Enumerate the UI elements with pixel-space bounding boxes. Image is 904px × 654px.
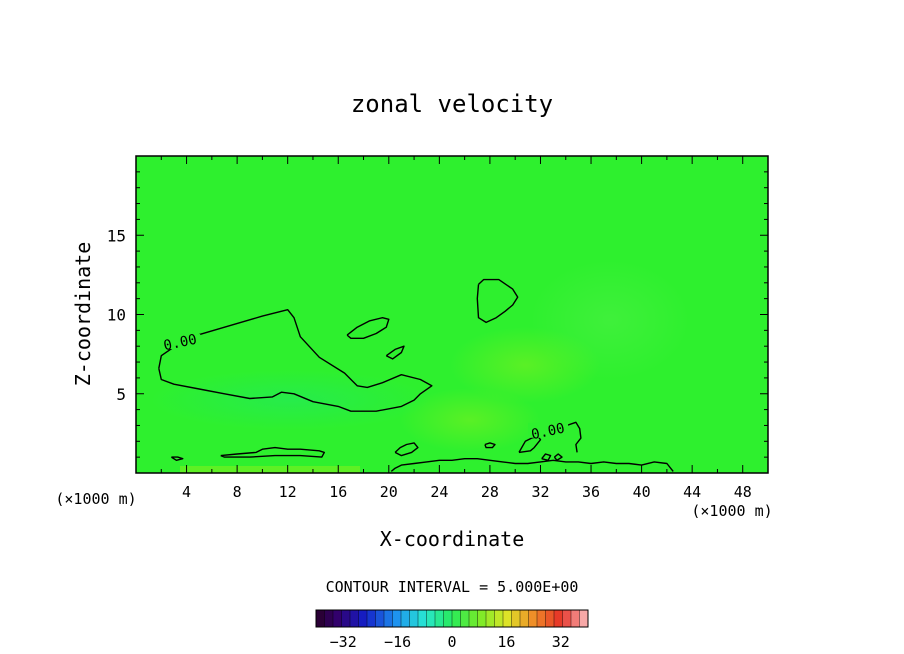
colorbar-swatch-27 xyxy=(545,609,555,628)
field-shading-yellow xyxy=(450,327,600,403)
y-tick-label-15: 15 xyxy=(107,226,126,245)
colorbar-tick-label-16: 16 xyxy=(497,633,515,651)
colorbar-tick-label--16: −16 xyxy=(384,633,411,651)
x-tick-label-16: 16 xyxy=(329,483,347,501)
colorbar-swatch-18 xyxy=(468,609,479,628)
colorbar-swatch-5 xyxy=(358,609,368,628)
colorbar-swatch-31 xyxy=(579,609,589,628)
x-unit-label: (×1000 m) xyxy=(55,490,136,508)
chart-title: zonal velocity xyxy=(351,90,553,118)
colorbar-swatch-25 xyxy=(528,609,538,628)
x-tick-label-8: 8 xyxy=(233,483,242,501)
colorbar-swatch-11 xyxy=(409,609,419,628)
contour-label-layer: 0.00 0.00 xyxy=(160,332,569,443)
field-shading-cool xyxy=(150,370,430,430)
x-tick-label-40: 40 xyxy=(633,483,651,501)
colorbar-swatch-4 xyxy=(349,609,360,628)
x-tick-label-28: 28 xyxy=(481,483,499,501)
colorbar-swatch-26 xyxy=(536,609,547,628)
x-tick-label-12: 12 xyxy=(279,483,297,501)
contour-line-11 xyxy=(541,453,552,461)
colorbar-swatch-28 xyxy=(553,609,564,628)
x-tick-label-4: 4 xyxy=(182,483,191,501)
colorbar-swatch-17 xyxy=(460,609,470,628)
y-axis-label: Z-coordinate xyxy=(71,242,95,387)
colorbar-tick-label--32: −32 xyxy=(330,633,357,651)
contour-line-1 xyxy=(476,278,519,324)
contour-label-0: 0.00 xyxy=(162,332,198,355)
contour-line-6 xyxy=(394,442,419,457)
contour-line-10 xyxy=(566,421,582,453)
y-axis-ticks: 5 10 15 xyxy=(107,171,768,458)
colorbar-tick-label-0: 0 xyxy=(447,633,456,651)
contour-label-bg-1 xyxy=(528,422,569,438)
contour-interval-text: CONTOUR INTERVAL = 5.000E+00 xyxy=(326,578,579,596)
contour-line-4 xyxy=(220,446,325,458)
x-tick-label-20: 20 xyxy=(380,483,398,501)
colorbar-swatch-21 xyxy=(494,609,504,628)
contour-line-5 xyxy=(171,456,184,461)
colorbar-swatch-6 xyxy=(366,609,377,628)
x-tick-label-44: 44 xyxy=(683,483,701,501)
contour-line-3 xyxy=(385,345,405,360)
colorbar-swatch-22 xyxy=(502,609,513,628)
field-shading-yellow-low xyxy=(400,388,540,452)
contour-line-9 xyxy=(518,435,542,454)
colorbar-ticks: −32 −16 0 16 32 xyxy=(330,633,570,651)
colorbar-swatch-9 xyxy=(392,609,402,628)
colorbar-swatch-3 xyxy=(341,609,351,628)
colorbar-swatch-0 xyxy=(315,609,326,628)
contour-label-bg-0 xyxy=(160,334,201,350)
colorbar-swatch-1 xyxy=(324,609,334,628)
colorbar-swatch-14 xyxy=(434,609,445,628)
contour-line-7 xyxy=(484,442,496,449)
x-tick-label-32: 32 xyxy=(531,483,549,501)
colorbar-swatch-7 xyxy=(375,609,385,628)
colorbar-swatch-12 xyxy=(417,609,428,628)
field-layer xyxy=(136,156,768,473)
colorbar-swatch-16 xyxy=(451,609,462,628)
y-tick-label-10: 10 xyxy=(107,306,126,325)
colorbar-frame xyxy=(315,609,589,628)
colorbar-swatch-30 xyxy=(570,609,581,628)
colorbar-swatch-8 xyxy=(383,609,394,628)
x-unit-label-right: (×1000 m) xyxy=(691,502,772,520)
contour-label-1: 0.00 xyxy=(530,420,566,443)
colorbar-swatch-13 xyxy=(426,609,436,628)
contour-line-8 xyxy=(390,458,674,472)
colorbar-tick-label-32: 32 xyxy=(552,633,570,651)
colorbar-swatch-15 xyxy=(443,609,453,628)
contour-line-2 xyxy=(346,317,390,339)
colorbar-swatch-29 xyxy=(562,609,572,628)
colorbar xyxy=(315,609,589,628)
colorbar-swatch-19 xyxy=(477,609,487,628)
colorbar-swatch-2 xyxy=(332,609,343,628)
colorbar-swatch-20 xyxy=(485,609,496,628)
contour-line-0 xyxy=(158,309,433,412)
colorbar-swatch-23 xyxy=(511,609,521,628)
x-tick-label-36: 36 xyxy=(582,483,600,501)
x-axis-ticks: 4 8 12 16 20 24 28 32 36 40 44 48 xyxy=(160,156,752,501)
colorbar-swatch-24 xyxy=(519,609,530,628)
contour-line-12 xyxy=(553,453,563,461)
x-tick-label-48: 48 xyxy=(734,483,752,501)
field-surface-band xyxy=(180,466,360,473)
x-axis-label: X-coordinate xyxy=(380,527,525,551)
x-tick-label-24: 24 xyxy=(430,483,448,501)
contour-layer xyxy=(158,278,674,472)
y-tick-label-5: 5 xyxy=(116,385,126,404)
colorbar-swatch-10 xyxy=(400,609,411,628)
